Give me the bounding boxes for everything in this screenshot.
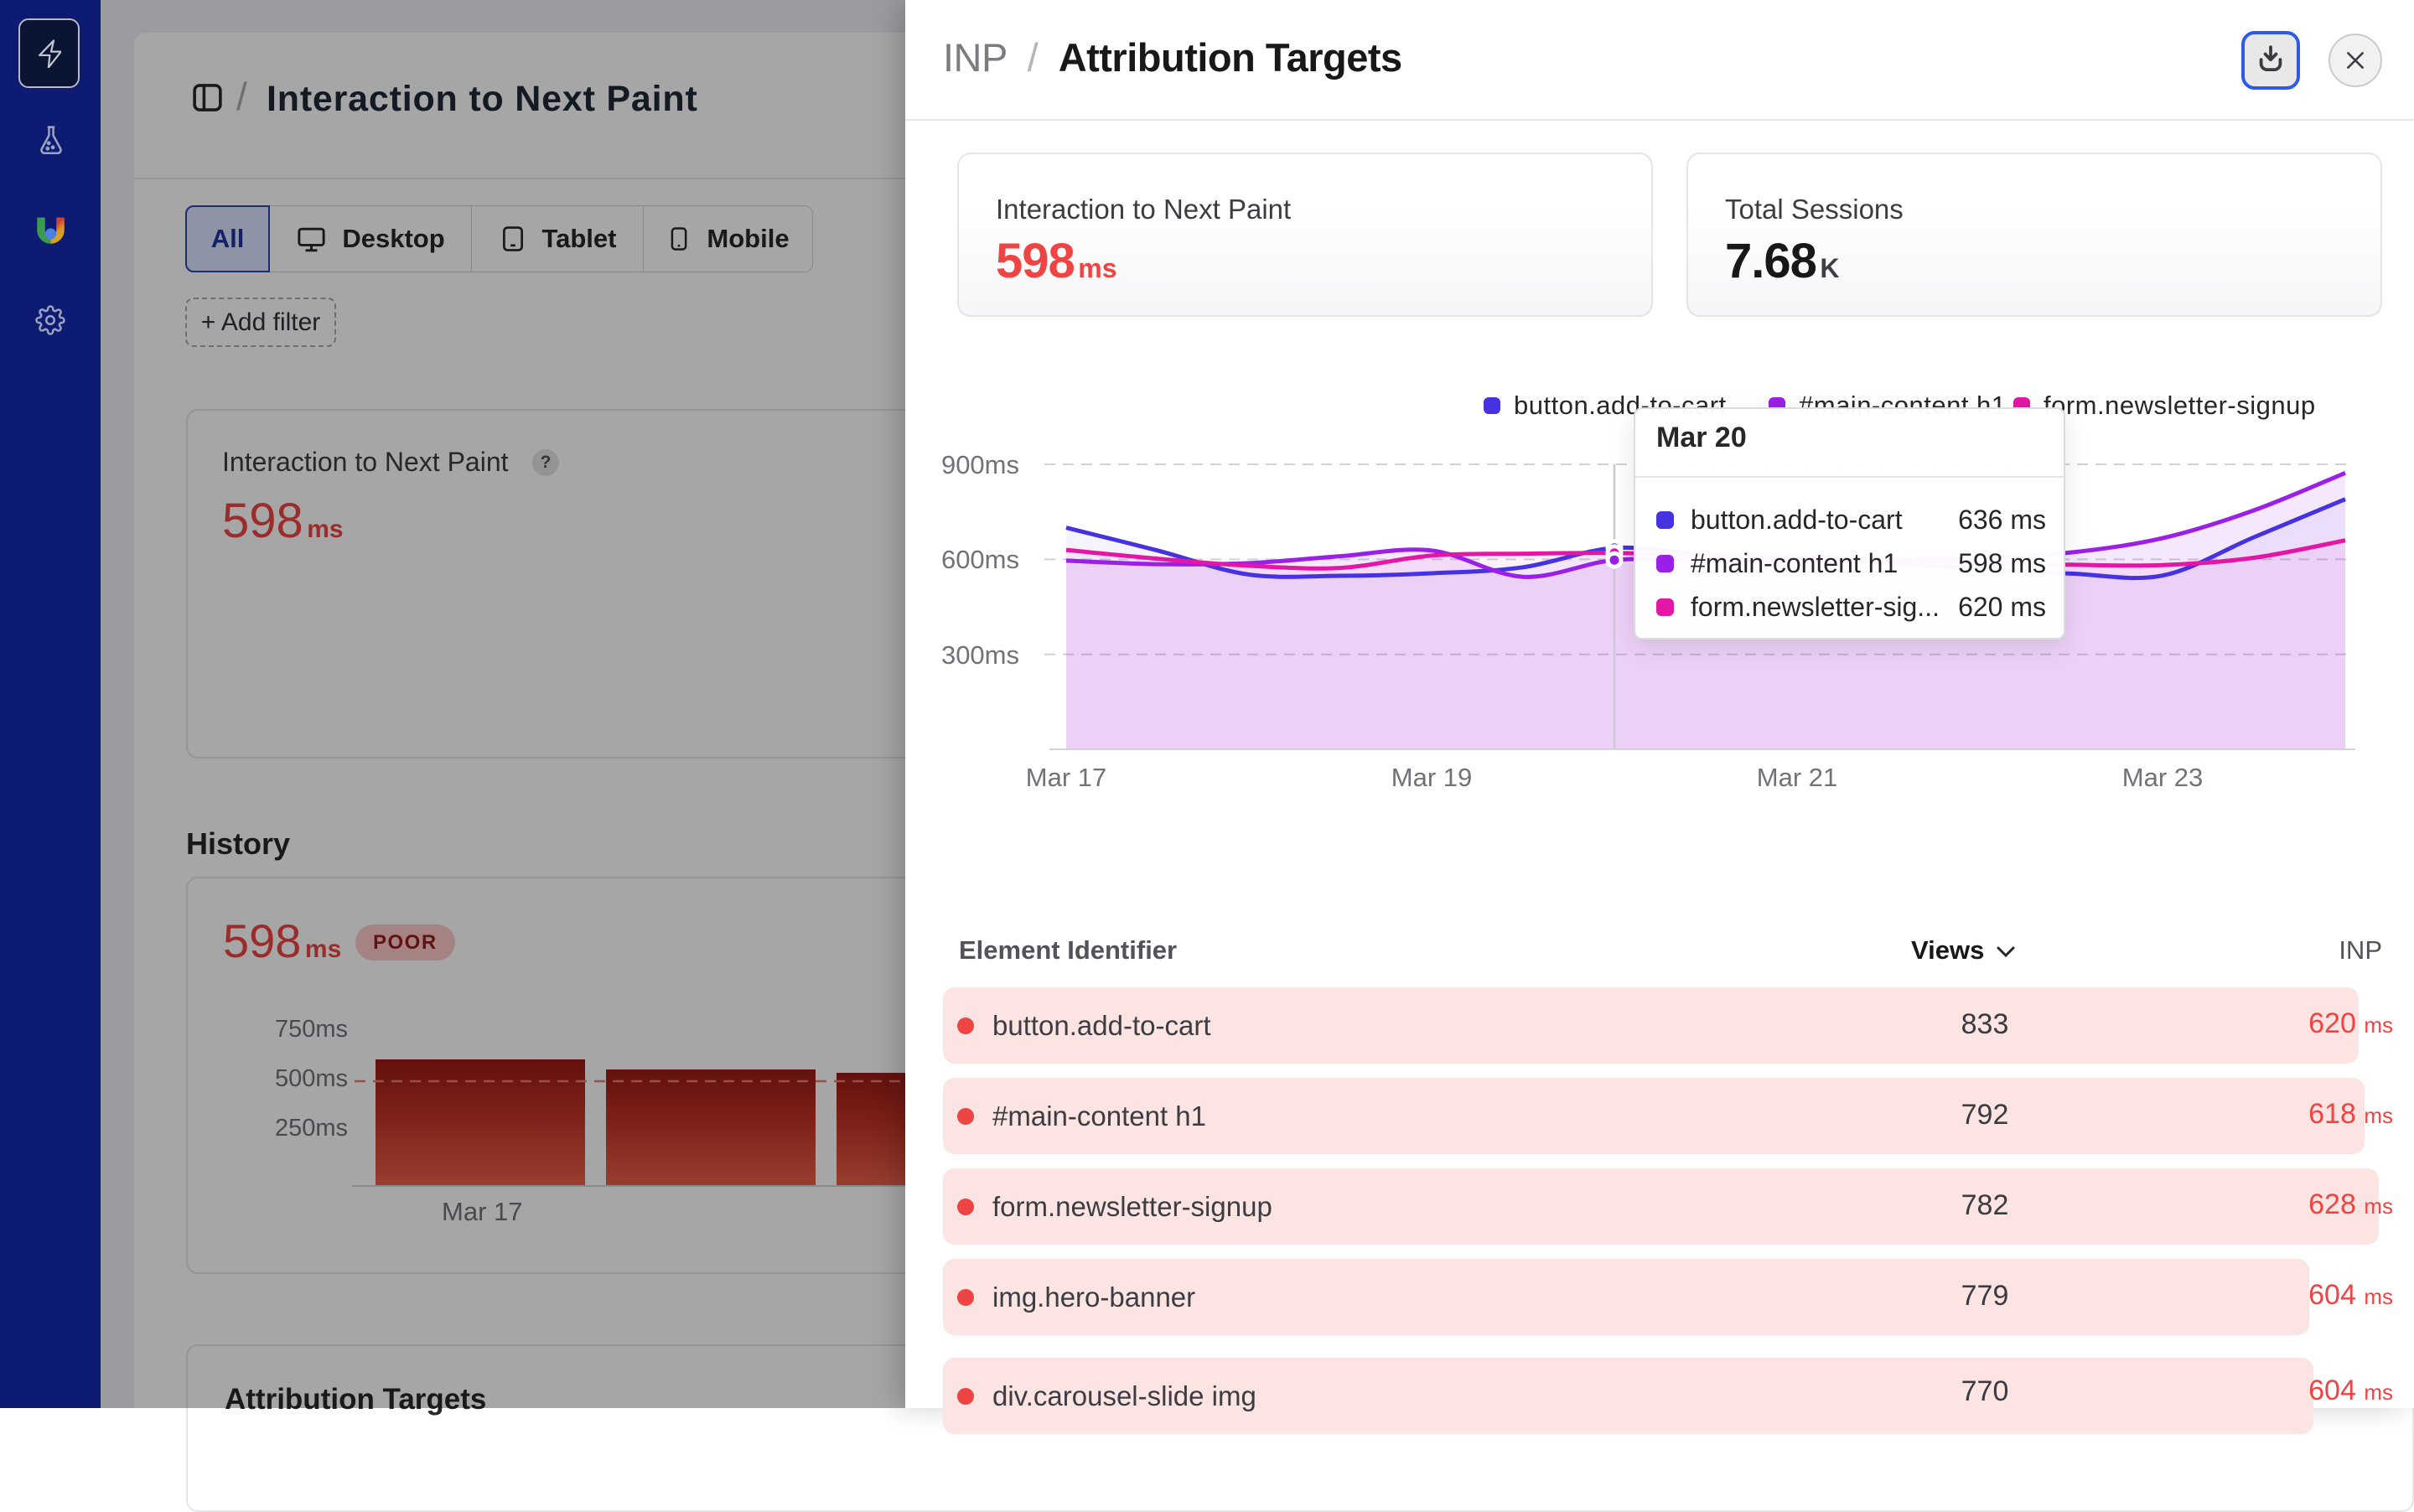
- svg-text:Mar 23: Mar 23: [2122, 763, 2203, 792]
- svg-text:300ms: 300ms: [941, 640, 1019, 670]
- svg-text:Mar 19: Mar 19: [1391, 763, 1472, 792]
- svg-text:600ms: 600ms: [941, 545, 1019, 574]
- svg-text:Mar 21: Mar 21: [1757, 763, 1837, 792]
- svg-text:900ms: 900ms: [941, 450, 1019, 479]
- svg-text:Mar 17: Mar 17: [1026, 763, 1106, 792]
